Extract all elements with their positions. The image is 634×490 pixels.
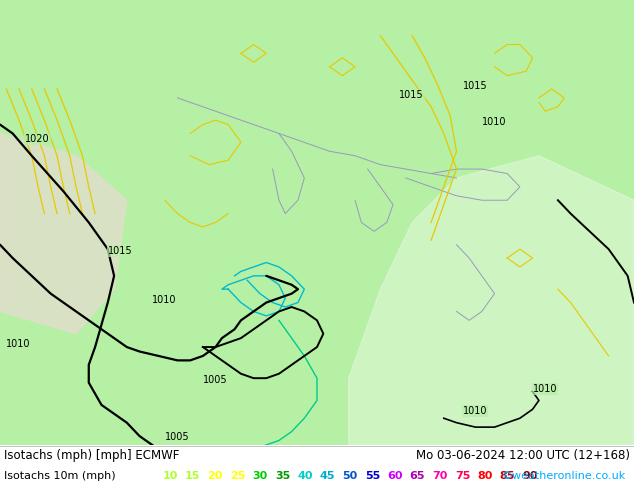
Text: 1005: 1005 (165, 433, 190, 442)
Text: 1010: 1010 (463, 406, 488, 416)
Text: 85: 85 (500, 471, 515, 481)
Text: Isotachs (mph) [mph] ECMWF: Isotachs (mph) [mph] ECMWF (4, 449, 179, 463)
Text: 30: 30 (252, 471, 268, 481)
Text: 10: 10 (162, 471, 178, 481)
Text: 80: 80 (477, 471, 493, 481)
Text: 60: 60 (387, 471, 403, 481)
Text: 25: 25 (230, 471, 245, 481)
Text: 1010: 1010 (6, 339, 31, 349)
Text: 40: 40 (297, 471, 313, 481)
Text: 1015: 1015 (399, 90, 424, 100)
Text: 55: 55 (365, 471, 380, 481)
Text: 65: 65 (410, 471, 425, 481)
Text: Mo 03-06-2024 12:00 UTC (12+168): Mo 03-06-2024 12:00 UTC (12+168) (416, 449, 630, 463)
Text: 20: 20 (207, 471, 223, 481)
Text: 1010: 1010 (152, 294, 177, 305)
Text: 15: 15 (185, 471, 200, 481)
Text: 90: 90 (522, 471, 538, 481)
Text: ©weatheronline.co.uk: ©weatheronline.co.uk (501, 471, 626, 481)
Text: 1005: 1005 (203, 375, 228, 385)
Text: 1015: 1015 (463, 81, 488, 91)
Text: 50: 50 (342, 471, 358, 481)
Text: 75: 75 (455, 471, 470, 481)
Text: 1010: 1010 (482, 117, 507, 126)
Text: 1015: 1015 (108, 245, 133, 256)
Polygon shape (0, 133, 127, 334)
Text: 70: 70 (432, 471, 448, 481)
Text: 35: 35 (275, 471, 290, 481)
Text: 1020: 1020 (25, 134, 50, 145)
Text: 1010: 1010 (533, 384, 557, 393)
Polygon shape (349, 156, 634, 445)
Text: 45: 45 (320, 471, 335, 481)
Text: Isotachs 10m (mph): Isotachs 10m (mph) (4, 471, 115, 481)
